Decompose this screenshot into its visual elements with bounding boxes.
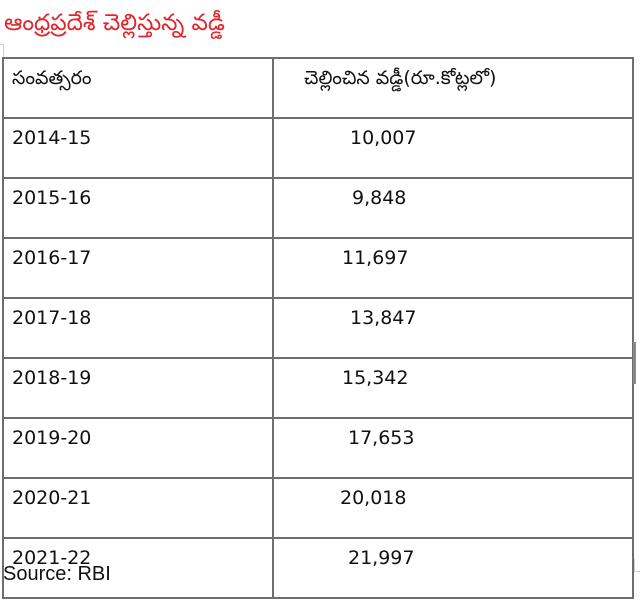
text-boundary-mark <box>0 44 4 57</box>
value-cell: 20,018 <box>272 477 634 539</box>
value-cell: 10,007 <box>272 117 634 179</box>
value-cell: 21,997 <box>272 537 634 599</box>
table-row: 2015-16 9,848 <box>2 177 634 239</box>
table-header-row: సంవత్సరం చెల్లించిన వడ్డీ(రూ.కోట్లలో) <box>2 57 634 119</box>
header-year: సంవత్సరం <box>2 57 274 119</box>
value-cell: 17,653 <box>272 417 634 479</box>
header-interest: చెల్లించిన వడ్డీ(రూ.కోట్లలో) <box>272 57 634 119</box>
year-cell: 2020-21 <box>2 477 274 539</box>
value-cell: 15,342 <box>272 357 634 419</box>
table-row: 2014-15 10,007 <box>2 117 634 179</box>
resize-handle[interactable] <box>633 342 636 384</box>
source-caption: Source: RBI <box>3 563 111 585</box>
year-cell: 2019-20 <box>2 417 274 479</box>
year-cell: 2017-18 <box>2 297 274 359</box>
year-cell: 2021-22 <box>2 537 274 599</box>
table-row: 2020-21 20,018 <box>2 477 634 539</box>
value-cell: 9,848 <box>272 177 634 239</box>
page-title: ఆంధ్రప్రదేశ్ చెల్లిస్తున్న వడ్డీ <box>4 10 225 36</box>
table-row: 2021-22 21,997 <box>2 537 634 599</box>
year-cell: 2018-19 <box>2 357 274 419</box>
year-cell: 2015-16 <box>2 177 274 239</box>
table-row: 2016-17 11,697 <box>2 237 634 299</box>
table-row: 2019-20 17,653 <box>2 417 634 479</box>
header-interest-label: చెల్లించిన వడ్డీ(రూ.కోట్లలో) <box>304 67 497 89</box>
table-row: 2018-19 15,342 <box>2 357 634 419</box>
value-cell: 11,697 <box>272 237 634 299</box>
year-cell: 2016-17 <box>2 237 274 299</box>
value-cell: 13,847 <box>272 297 634 359</box>
text-boundary-mark <box>634 559 640 572</box>
interest-table: సంవత్సరం చెల్లించిన వడ్డీ(రూ.కోట్లలో) 20… <box>2 57 634 599</box>
table-row: 2017-18 13,847 <box>2 297 634 359</box>
year-cell: 2014-15 <box>2 117 274 179</box>
